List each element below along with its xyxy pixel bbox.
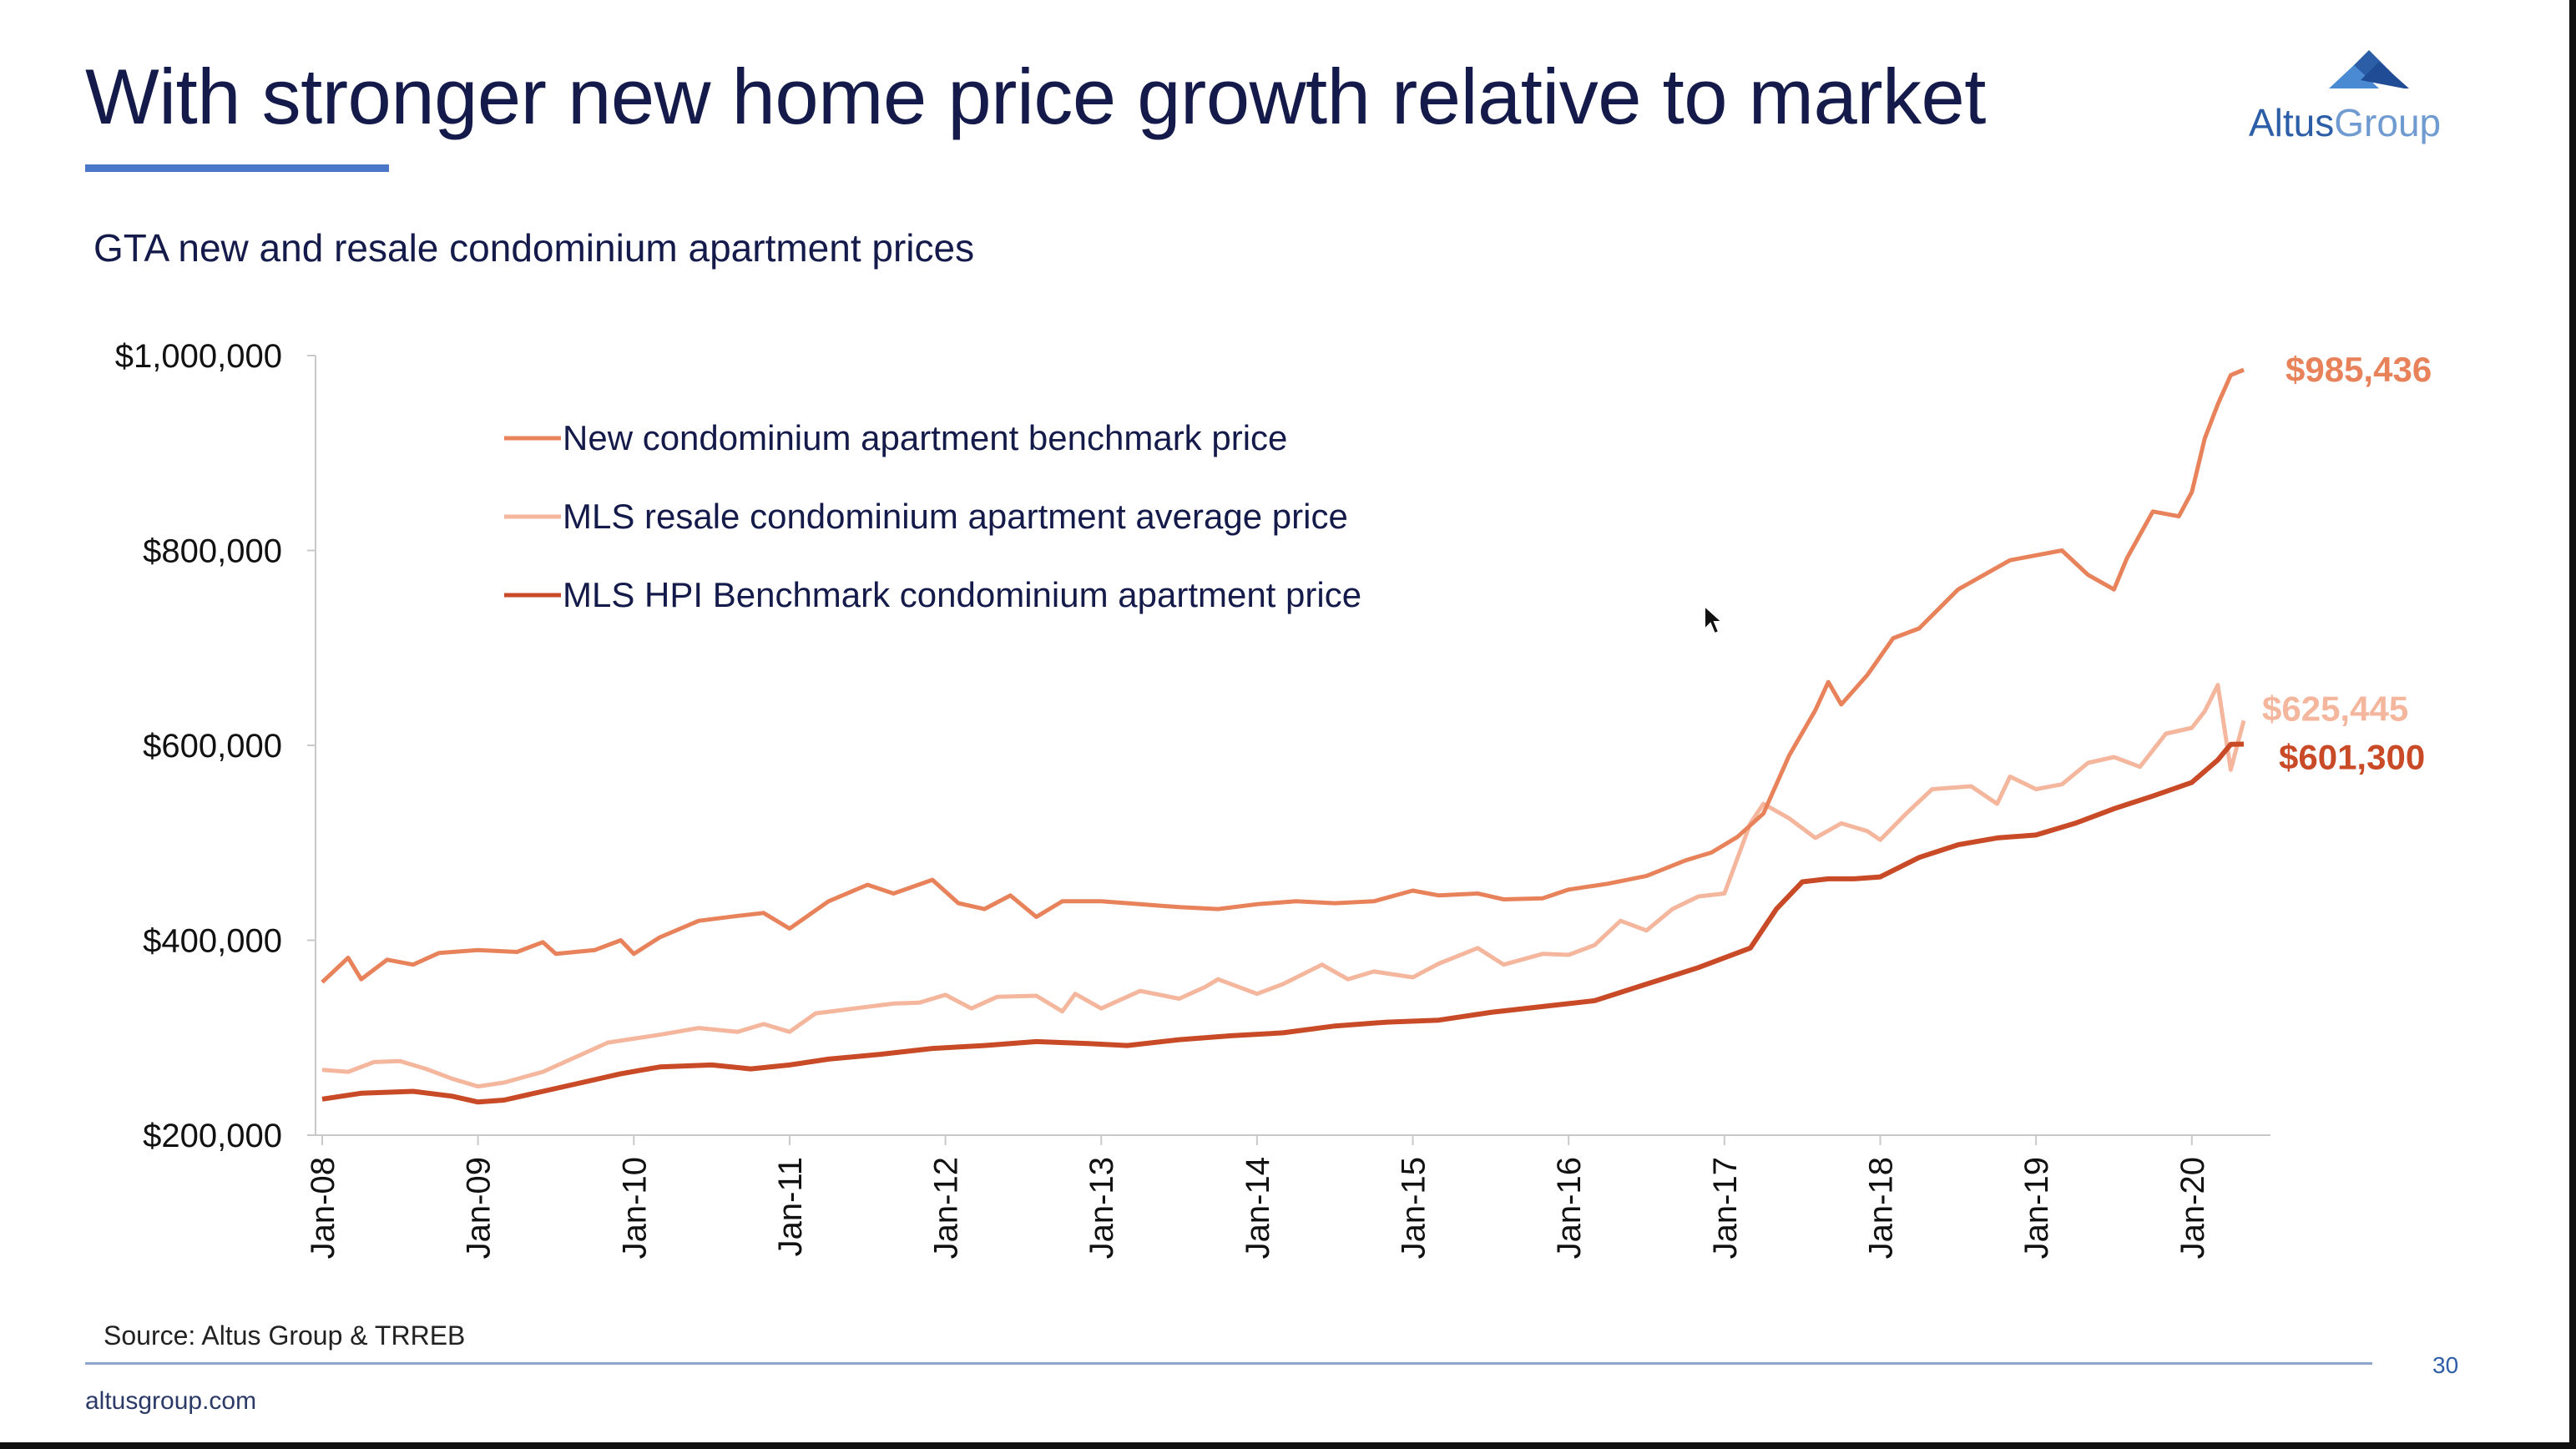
legend-label: New condominium apartment benchmark pric… [563, 418, 1287, 457]
logo-text-group: Group [2334, 101, 2442, 144]
x-tick-label: Jan-15 [1396, 1157, 1432, 1259]
x-tick-label: Jan-11 [772, 1157, 809, 1256]
x-tick-label: Jan-18 [1862, 1157, 1899, 1259]
chart-subtitle: GTA new and resale condominium apartment… [93, 226, 975, 270]
website-link[interactable]: altusgroup.com [85, 1387, 257, 1415]
series-end-label: $625,445 [2262, 689, 2408, 728]
legend-label: MLS resale condominium apartment average… [563, 497, 1348, 536]
logo-text: AltusGroup [2249, 100, 2441, 145]
series-line [321, 741, 2245, 1105]
series-line [321, 683, 2246, 1089]
x-tick-label: Jan-19 [2018, 1157, 2055, 1259]
page-number: 30 [2432, 1352, 2459, 1378]
y-tick-label: $600,000 [143, 728, 282, 765]
slide-title: With stronger new home price growth rela… [85, 53, 1986, 140]
x-tick-label: Jan-10 [616, 1157, 653, 1259]
y-tick-label: $1,000,000 [115, 338, 282, 375]
x-tick-label: Jan-17 [1707, 1157, 1744, 1259]
series-line [321, 367, 2245, 984]
y-tick-label: $200,000 [143, 1118, 282, 1154]
y-tick-label: $400,000 [143, 923, 282, 960]
series-end-label: $601,300 [2279, 737, 2425, 776]
screen-border-right [2569, 0, 2576, 1449]
mouse-cursor-icon [1704, 604, 1725, 635]
y-tick-label: $800,000 [143, 533, 282, 570]
footer-divider [85, 1362, 2372, 1365]
series-end-label: $985,436 [2286, 350, 2432, 389]
legend-label: MLS HPI Benchmark condominium apartment … [563, 575, 1361, 614]
x-tick-label: Jan-12 [928, 1157, 965, 1259]
line-chart: $200,000 $400,000 $600,000 $800,000 $1,000,0… [115, 338, 2432, 1259]
logo-text-altus: Altus [2249, 101, 2335, 144]
x-tick-label: Jan-14 [1240, 1157, 1276, 1259]
x-tick-label: Jan-13 [1083, 1157, 1120, 1259]
x-tick-label: Jan-09 [461, 1157, 498, 1259]
altus-logo-icon [2329, 50, 2409, 88]
x-tick-label: Jan-20 [2174, 1157, 2211, 1259]
title-underline [85, 164, 389, 172]
source-note: Source: Altus Group & TRREB [104, 1320, 466, 1351]
screen-border-bottom [0, 1442, 2576, 1449]
x-tick-label: Jan-16 [1551, 1157, 1588, 1259]
x-tick-label: Jan-08 [305, 1157, 341, 1259]
